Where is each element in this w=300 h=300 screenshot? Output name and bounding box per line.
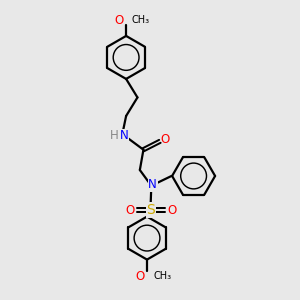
Text: O: O	[115, 14, 124, 27]
Text: O: O	[135, 269, 145, 283]
Text: H: H	[110, 129, 118, 142]
Text: N: N	[148, 178, 157, 191]
Text: CH₃: CH₃	[154, 271, 172, 281]
Text: N: N	[120, 129, 128, 142]
Text: O: O	[160, 133, 170, 146]
Text: S: S	[146, 203, 155, 217]
Text: O: O	[167, 203, 176, 217]
Text: O: O	[125, 203, 134, 217]
Text: CH₃: CH₃	[131, 15, 150, 26]
